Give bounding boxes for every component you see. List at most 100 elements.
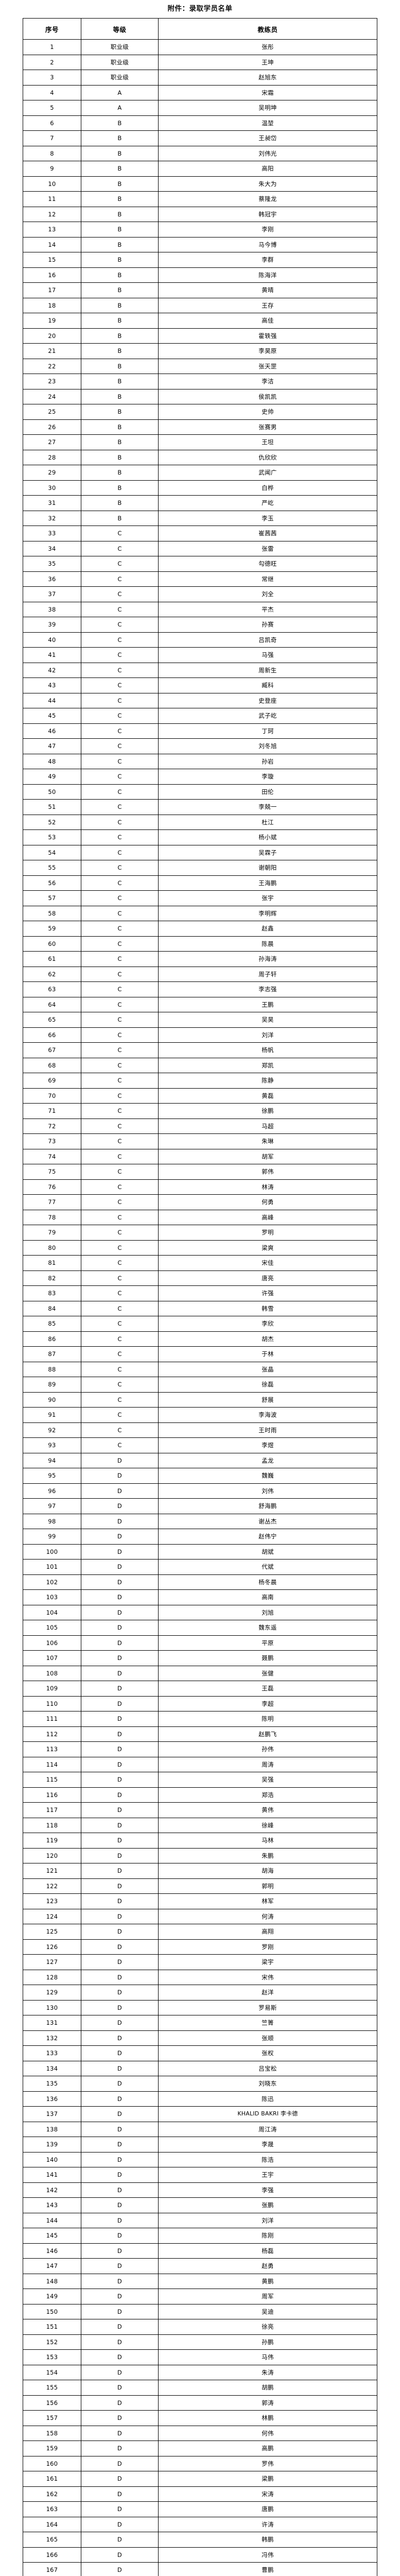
table-row: 153 D 马伟 — [23, 2349, 377, 2365]
cell-index: 149 — [23, 2289, 81, 2304]
cell-index: 77 — [23, 1194, 81, 1210]
cell-level: D — [81, 1696, 159, 1712]
cell-index: 51 — [23, 799, 81, 815]
cell-index: 153 — [23, 2349, 81, 2365]
cell-level: B — [81, 480, 159, 496]
cell-index: 123 — [23, 1893, 81, 1909]
cell-index: 76 — [23, 1179, 81, 1195]
cell-level: D — [81, 2303, 159, 2320]
table-row: 76 C 林涛 — [23, 1179, 377, 1195]
cell-index: 31 — [23, 495, 81, 511]
table-row: 36 C 常继 — [23, 571, 377, 587]
cell-level: D — [81, 1985, 159, 2001]
cell-index: 12 — [23, 206, 81, 223]
table-row: 160 D 罗伟 — [23, 2455, 377, 2472]
cell-level: C — [81, 526, 159, 541]
cell-level: B — [81, 343, 159, 359]
cell-name: 李玉 — [158, 510, 377, 527]
cell-name: 罗易斯 — [158, 1999, 377, 2016]
cell-index: 72 — [23, 1118, 81, 1134]
cell-level: D — [81, 1999, 159, 2016]
cell-name: 史帅 — [158, 404, 377, 420]
cell-index: 97 — [23, 1498, 81, 1514]
cell-index: 167 — [23, 2562, 81, 2576]
cell-index: 45 — [23, 708, 81, 724]
cell-index: 137 — [23, 2106, 81, 2122]
cell-level: C — [81, 1027, 159, 1043]
cell-level: D — [81, 1711, 159, 1727]
cell-index: 81 — [23, 1255, 81, 1271]
cell-name: 林涛 — [158, 1179, 377, 1195]
table-row: 126 D 罗刚 — [23, 1939, 377, 1955]
table-row: 93 C 李煜 — [23, 1437, 377, 1453]
cell-name: 吴强 — [158, 1772, 377, 1788]
cell-level: B — [81, 358, 159, 375]
table-row: 82 C 唐亮 — [23, 1270, 377, 1286]
cell-level: B — [81, 419, 159, 435]
cell-name: 马今博 — [158, 236, 377, 253]
cell-level: C — [81, 936, 159, 952]
cell-index: 101 — [23, 1559, 81, 1575]
cell-index: 155 — [23, 2380, 81, 2396]
cell-name: 杨冬晨 — [158, 1574, 377, 1590]
cell-index: 119 — [23, 1833, 81, 1849]
table-row: 127 D 梁宇 — [23, 1954, 377, 1970]
cell-name: 郭明 — [158, 1878, 377, 1894]
column-header-index: 序号 — [23, 18, 81, 40]
cell-level: D — [81, 1908, 159, 1925]
cell-level: D — [81, 1665, 159, 1682]
cell-name: 张权 — [158, 2045, 377, 2061]
cell-level: D — [81, 1833, 159, 1849]
cell-name: 张健 — [158, 1665, 377, 1682]
table-row: 70 C 黄磊 — [23, 1088, 377, 1104]
cell-level: B — [81, 374, 159, 389]
cell-index: 26 — [23, 419, 81, 435]
table-row: 96 D 刘伟 — [23, 1483, 377, 1499]
table-row: 124 D 何涛 — [23, 1908, 377, 1925]
cell-name: 高峰 — [158, 1209, 377, 1226]
cell-name: 蔡隆龙 — [158, 191, 377, 207]
cell-index: 133 — [23, 2045, 81, 2061]
cell-name: 唐鹏 — [158, 2501, 377, 2517]
table-body: 1 职业级 张彤 2 职业级 王坤 3 职业级 赵旭东 4 A 宋霜 5 A 吴明坤 6 B 温堃 7 B 王昶岱 8 B 刘… — [23, 39, 377, 2576]
cell-level: A — [81, 84, 159, 101]
table-row: 121 D 胡海 — [23, 1863, 377, 1879]
cell-level: C — [81, 1118, 159, 1134]
cell-level: D — [81, 1772, 159, 1788]
cell-name: 勾德旺 — [158, 556, 377, 572]
cell-name: 何伟 — [158, 2425, 377, 2442]
cell-name: 唐亮 — [158, 1270, 377, 1286]
cell-index: 60 — [23, 936, 81, 952]
cell-index: 32 — [23, 510, 81, 527]
table-row: 38 C 平杰 — [23, 601, 377, 618]
table-row: 165 D 韩鹏 — [23, 2532, 377, 2548]
cell-name: 陈迅 — [158, 2091, 377, 2107]
cell-level: C — [81, 769, 159, 785]
cell-name: 陈晨 — [158, 936, 377, 952]
cell-level: 职业级 — [81, 70, 159, 86]
cell-name: 郭伟 — [158, 1164, 377, 1180]
cell-index: 111 — [23, 1711, 81, 1727]
cell-level: C — [81, 1225, 159, 1241]
cell-index: 98 — [23, 1513, 81, 1530]
cell-level: D — [81, 1589, 159, 1605]
cell-level: C — [81, 1012, 159, 1028]
table-row: 40 C 吕凯奇 — [23, 632, 377, 648]
cell-name: 张鹏 — [158, 2197, 377, 2213]
roster-table: 序号 等级 教练员 1 职业级 张彤 2 职业级 王坤 3 职业级 赵旭东 4 A 宋霜 5 A 吴明坤 6 B… — [23, 18, 377, 2576]
cell-index: 161 — [23, 2471, 81, 2487]
table-row: 115 D 吴强 — [23, 1772, 377, 1788]
cell-index: 99 — [23, 1529, 81, 1545]
table-row: 3 职业级 赵旭东 — [23, 70, 377, 86]
cell-name: 周涛 — [158, 1756, 377, 1773]
table-row: 133 D 张权 — [23, 2045, 377, 2061]
cell-level: C — [81, 860, 159, 876]
table-row: 11 B 蔡隆龙 — [23, 191, 377, 207]
cell-index: 130 — [23, 1999, 81, 2016]
cell-level: C — [81, 1088, 159, 1104]
table-row: 42 C 周新生 — [23, 662, 377, 679]
table-row: 137 D KHALID BAKRI 李卡德 — [23, 2106, 377, 2122]
cell-index: 112 — [23, 1726, 81, 1742]
cell-level: B — [81, 206, 159, 223]
table-row: 54 C 吴霖子 — [23, 844, 377, 861]
